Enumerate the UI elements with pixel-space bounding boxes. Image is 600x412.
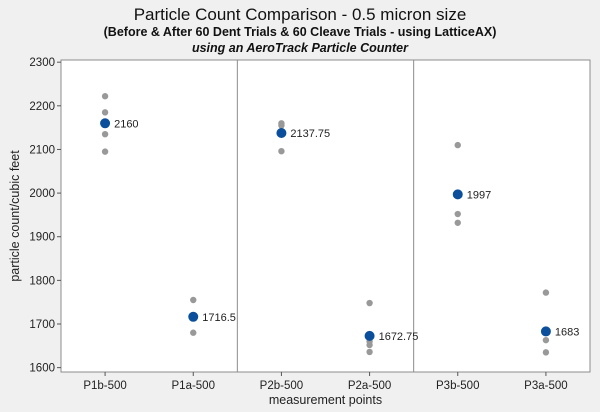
y-axis-title: particle count/cubic feet (8, 150, 22, 282)
measurement-point (542, 349, 550, 356)
x-tick-label: P3a-500 (524, 380, 567, 392)
y-tick-label: 1900 (29, 232, 55, 244)
plot-area (60, 59, 591, 373)
measurement-point (101, 148, 109, 155)
y-tick-label: 2100 (29, 144, 55, 156)
measurement-point (542, 336, 550, 344)
x-tick-label: P2b-500 (260, 380, 303, 392)
measurement-point (101, 93, 109, 100)
mean-data-label: 1997 (467, 189, 491, 201)
y-tick-label: 1700 (29, 319, 55, 331)
x-axis-title: measurement points (269, 393, 382, 407)
x-tick-label: P1b-500 (83, 380, 126, 392)
chart-subtitle-2: using an AeroTrack Particle Counter (191, 41, 409, 55)
x-tick-label: P3b-500 (436, 380, 479, 392)
measurement-point (454, 219, 461, 226)
measurement-point (190, 296, 197, 304)
mean-data-label: 1672.75 (379, 331, 419, 343)
x-tick-label: P1a-500 (172, 380, 215, 392)
measurement-point (454, 141, 461, 149)
mean-data-label: 2160 (114, 118, 138, 130)
chart-subtitle: (Before & After 60 Dent Trials & 60 Clea… (103, 25, 497, 39)
y-tick-label: 1600 (29, 363, 55, 375)
measurement-point (542, 289, 550, 296)
mean-point (276, 127, 287, 138)
measurement-point (366, 299, 373, 307)
chart-title: Particle Count Comparison - 0.5 micron s… (133, 5, 467, 24)
measurement-point (454, 210, 461, 218)
mean-point (188, 311, 199, 322)
y-tick-label: 2200 (29, 101, 55, 113)
mean-data-label: 2137.75 (290, 128, 330, 140)
mean-data-label: 1683 (555, 326, 579, 338)
measurement-point (366, 341, 373, 349)
x-tick-label: P2a-500 (348, 380, 391, 392)
mean-point (100, 118, 111, 129)
y-tick-label: 1800 (29, 275, 55, 287)
mean-point (452, 189, 463, 200)
mean-point (540, 326, 551, 337)
mean-data-label: 1716.5 (202, 312, 236, 324)
mean-point (364, 330, 375, 341)
measurement-point (278, 148, 285, 155)
measurement-point (366, 348, 373, 356)
y-tick-label: 2300 (29, 57, 55, 69)
measurement-point (190, 329, 197, 336)
measurement-point (101, 130, 109, 138)
measurement-point (278, 122, 285, 129)
measurement-point (101, 109, 109, 116)
y-tick-label: 2000 (29, 188, 55, 200)
